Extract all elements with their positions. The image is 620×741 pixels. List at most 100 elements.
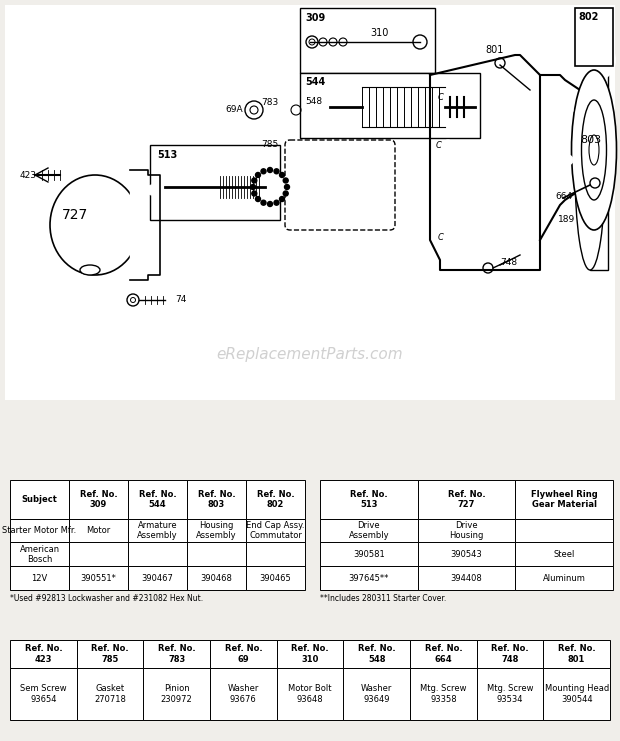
Text: 801: 801 (485, 45, 503, 55)
Circle shape (274, 200, 279, 205)
Text: 390581: 390581 (353, 550, 384, 559)
Bar (10, 519, 69, 542)
Bar (77, 668, 143, 720)
Bar (418, 542, 515, 566)
Text: 783: 783 (261, 98, 278, 107)
Text: Pinion
230972: Pinion 230972 (161, 685, 193, 703)
Bar (320, 542, 418, 566)
Circle shape (283, 191, 288, 196)
Circle shape (252, 178, 257, 183)
Circle shape (443, 233, 453, 243)
Text: Ref. No.
801: Ref. No. 801 (558, 645, 595, 663)
FancyBboxPatch shape (285, 140, 395, 230)
Circle shape (280, 196, 285, 202)
Text: 390465: 390465 (260, 574, 291, 582)
Text: Flywheel Ring
Gear Material: Flywheel Ring Gear Material (531, 490, 598, 509)
Bar (69, 566, 128, 590)
Bar (187, 519, 246, 542)
Bar (515, 480, 613, 519)
Circle shape (285, 185, 290, 190)
Bar (10, 668, 77, 720)
Text: C: C (438, 93, 444, 102)
Text: 664: 664 (555, 192, 572, 201)
Circle shape (252, 191, 257, 196)
Bar (69, 480, 128, 519)
Bar (515, 566, 613, 590)
Bar (143, 668, 210, 720)
Circle shape (304, 154, 316, 166)
Bar (69, 519, 128, 542)
Circle shape (261, 200, 266, 205)
Bar (246, 566, 305, 590)
Ellipse shape (575, 70, 605, 270)
Text: 748: 748 (500, 258, 517, 267)
Text: Ref. No.
664: Ref. No. 664 (425, 645, 462, 663)
Bar (320, 519, 418, 542)
Text: Ref. No.
727: Ref. No. 727 (448, 490, 485, 509)
Polygon shape (430, 55, 540, 270)
Text: 423: 423 (20, 170, 37, 179)
Text: Ref. No.
309: Ref. No. 309 (80, 490, 117, 509)
Text: 189: 189 (558, 215, 575, 224)
Bar (210, 668, 277, 720)
Text: Ref. No.
785: Ref. No. 785 (91, 645, 129, 663)
Bar (300, 8, 435, 73)
Text: 802: 802 (578, 12, 598, 22)
Bar (128, 542, 187, 566)
Bar (343, 640, 410, 668)
Polygon shape (540, 75, 580, 240)
Bar (343, 668, 410, 720)
Circle shape (261, 169, 266, 174)
Bar (246, 480, 305, 519)
Text: Ref. No.
802: Ref. No. 802 (257, 490, 294, 509)
Text: Drive
Housing: Drive Housing (450, 521, 484, 540)
Bar (10, 480, 69, 519)
Bar (477, 640, 543, 668)
Circle shape (147, 255, 157, 265)
Bar (187, 480, 246, 519)
Text: Mtg. Screw
93534: Mtg. Screw 93534 (487, 685, 533, 703)
Circle shape (563, 205, 573, 215)
Text: Ref. No.
548: Ref. No. 548 (358, 645, 396, 663)
Bar (246, 519, 305, 542)
Text: 390467: 390467 (141, 574, 174, 582)
Text: *Used #92813 Lockwasher and #231082 Hex Nut.: *Used #92813 Lockwasher and #231082 Hex … (10, 594, 203, 603)
Bar (277, 668, 343, 720)
Polygon shape (130, 170, 160, 280)
Bar (418, 566, 515, 590)
Text: 69A: 69A (226, 105, 243, 115)
Bar (543, 640, 610, 668)
Circle shape (572, 38, 616, 82)
Circle shape (255, 196, 260, 202)
Text: Ref. No.
69: Ref. No. 69 (224, 645, 262, 663)
Text: Starter Motor Mfr.: Starter Motor Mfr. (2, 526, 77, 535)
Text: Steel: Steel (554, 550, 575, 559)
Text: Armature
Assembly: Armature Assembly (137, 521, 178, 540)
Text: **Includes 280311 Starter Cover.: **Includes 280311 Starter Cover. (320, 594, 446, 603)
Text: 548: 548 (305, 97, 322, 106)
Circle shape (250, 185, 255, 190)
Ellipse shape (50, 175, 140, 275)
Bar (418, 480, 515, 519)
Text: C: C (436, 141, 442, 150)
Circle shape (563, 155, 573, 165)
Ellipse shape (80, 265, 100, 275)
Circle shape (364, 154, 376, 166)
Bar (277, 640, 343, 668)
Circle shape (255, 173, 260, 178)
Text: Ref. No.
748: Ref. No. 748 (491, 645, 529, 663)
Text: 390468: 390468 (200, 574, 232, 582)
Circle shape (304, 199, 316, 211)
Text: Motor: Motor (86, 526, 110, 535)
Text: 803: 803 (580, 135, 601, 145)
Text: 513: 513 (157, 150, 177, 160)
Circle shape (147, 185, 157, 195)
Bar (477, 668, 543, 720)
Text: Ref. No.
803: Ref. No. 803 (198, 490, 236, 509)
Bar (590, 70, 608, 270)
Bar (143, 640, 210, 668)
Text: 390543: 390543 (451, 550, 482, 559)
Bar (575, 8, 613, 66)
Circle shape (274, 169, 279, 174)
Bar (187, 542, 246, 566)
